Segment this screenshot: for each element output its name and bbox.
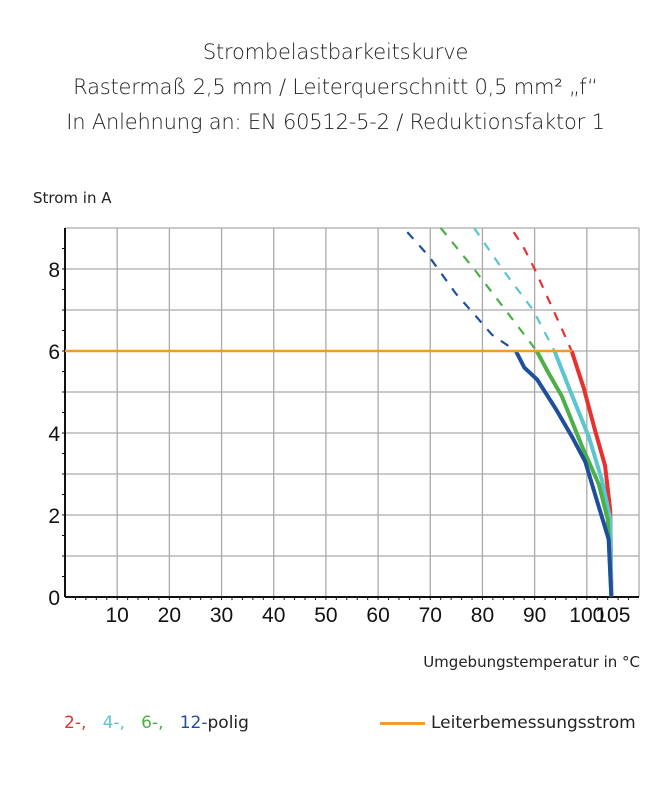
- legend-6-polig: 6-,: [141, 713, 164, 733]
- y-tick-label: 2: [48, 505, 60, 528]
- x-tick-label: 40: [262, 604, 285, 627]
- x-tick-label: 90: [523, 604, 546, 627]
- series-12-line: [514, 350, 614, 598]
- series-2-dashed-line: [512, 231, 573, 352]
- x-tick-label: 105: [595, 604, 630, 627]
- x-tick-label: 70: [419, 604, 442, 627]
- legend-2-polig: 2-,: [64, 713, 87, 733]
- legend-rated-label: Leiterbemessungsstrom: [431, 713, 636, 733]
- chart-subtitle-2: In Anlehnung an: EN 60512-5-2 / Reduktio…: [66, 110, 605, 134]
- series-6-dashed-line: [439, 227, 538, 352]
- chart-subtitle-1: Rastermaß 2,5 mm / Leiterquerschnitt 0,5…: [73, 75, 598, 99]
- chart-title: Strombelastbarkeitskurve: [202, 40, 469, 64]
- series-4-dashed-line: [473, 227, 556, 352]
- y-axis-label: Strom in A: [33, 189, 112, 207]
- x-tick-label: 10: [106, 604, 129, 627]
- y-tick-label: 8: [48, 259, 60, 282]
- legend-12-polig: 12-: [179, 713, 208, 733]
- series-12-dashed-line: [406, 231, 517, 352]
- series-4-line: [552, 350, 614, 598]
- x-tick-label: 20: [158, 604, 181, 627]
- legend-4-polig: 4-,: [102, 713, 125, 733]
- x-tick-label: 50: [314, 604, 337, 627]
- y-tick-label: 0: [48, 587, 60, 610]
- x-tick-label: 100: [569, 604, 604, 627]
- x-axis-label: Umgebungstemperatur in °C: [423, 653, 640, 671]
- y-tick-label: 4: [48, 423, 60, 446]
- x-tick-label: 60: [366, 604, 389, 627]
- legend-rated-current: Leiterbemessungsstrom: [380, 713, 636, 733]
- legend-polig-suffix: polig: [207, 713, 249, 733]
- legend-orange-swatch: [380, 721, 425, 725]
- series-6-line: [534, 350, 614, 598]
- x-tick-label: 80: [471, 604, 494, 627]
- x-tick-label: 30: [210, 604, 233, 627]
- y-tick-label: 6: [48, 341, 60, 364]
- legend-poles: 2-, 4-, 6-, 12-polig: [64, 713, 249, 733]
